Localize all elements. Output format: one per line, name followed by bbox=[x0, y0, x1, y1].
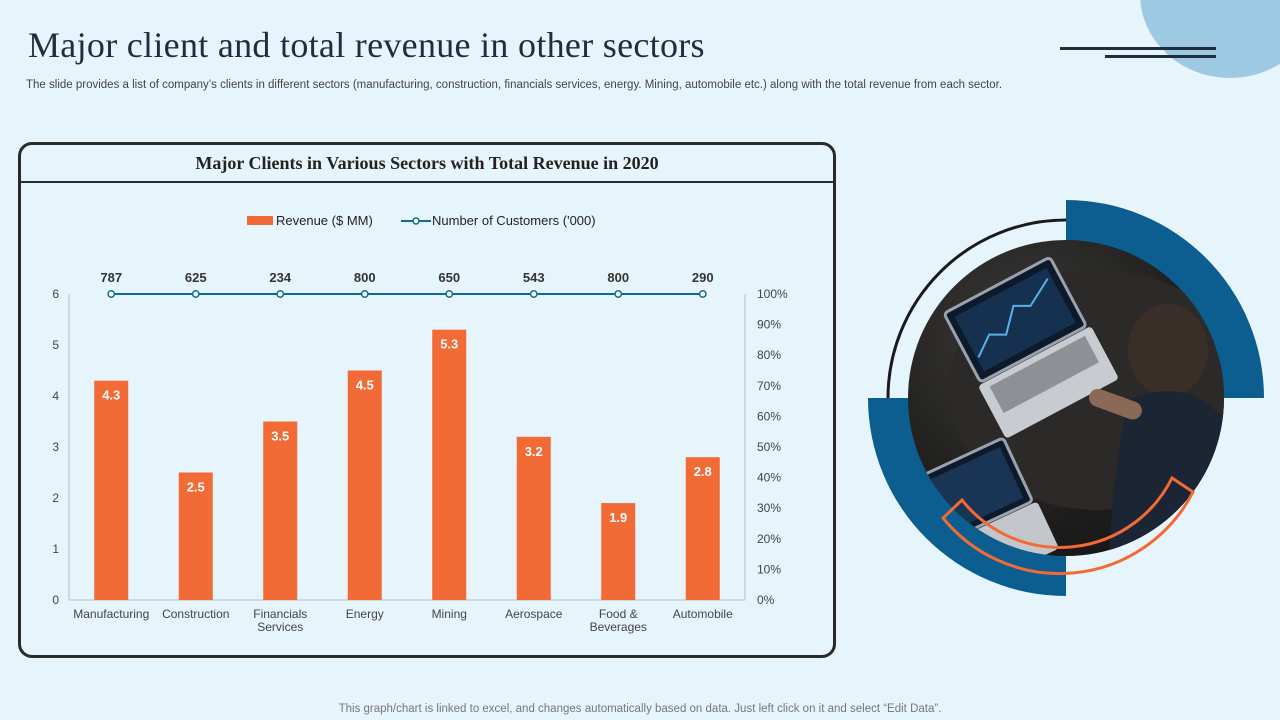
y-left-tick-label: 1 bbox=[52, 542, 59, 556]
y-left-tick-label: 6 bbox=[52, 287, 59, 301]
x-category-label: Automobile bbox=[673, 607, 733, 621]
bar-revenue bbox=[601, 503, 636, 600]
x-category-label: Manufacturing bbox=[73, 607, 149, 621]
y-right-tick-label: 60% bbox=[757, 409, 781, 423]
point-value-label: 234 bbox=[269, 270, 291, 285]
bar-value-label: 4.3 bbox=[102, 388, 120, 403]
bar-value-label: 3.5 bbox=[271, 429, 289, 444]
x-category-label: Energy bbox=[346, 607, 384, 621]
point-customers bbox=[360, 290, 369, 298]
y-right-tick-label: 0% bbox=[757, 593, 775, 607]
point-customers bbox=[445, 290, 454, 298]
chart-container[interactable]: Major Clients in Various Sectors with To… bbox=[18, 142, 836, 658]
bar-revenue bbox=[178, 472, 213, 600]
y-left-tick-label: 5 bbox=[52, 338, 59, 352]
x-category-label: Mining bbox=[432, 607, 467, 621]
x-category-label: Services bbox=[257, 620, 303, 634]
bar-value-label: 3.2 bbox=[525, 444, 543, 459]
corner-decoration-blob bbox=[1140, 0, 1280, 78]
bar-value-label: 1.9 bbox=[609, 510, 627, 525]
bar-value-label: 4.5 bbox=[356, 378, 374, 393]
x-category-label: Aerospace bbox=[505, 607, 563, 621]
point-customers bbox=[529, 290, 538, 298]
bar-value-label: 5.3 bbox=[440, 337, 458, 352]
y-left-tick-label: 4 bbox=[52, 389, 59, 403]
y-left-tick-label: 0 bbox=[52, 593, 59, 607]
y-right-tick-label: 70% bbox=[757, 379, 781, 393]
orange-arc-outline bbox=[940, 475, 1195, 575]
bar-revenue bbox=[94, 380, 129, 600]
legend-swatch-revenue bbox=[247, 216, 273, 225]
bar-revenue bbox=[685, 457, 720, 600]
page-title: Major client and total revenue in other … bbox=[28, 25, 705, 65]
point-customers bbox=[276, 290, 285, 298]
point-value-label: 625 bbox=[185, 270, 207, 285]
legend-label-customers: Number of Customers ('000) bbox=[432, 213, 596, 228]
point-value-label: 800 bbox=[607, 270, 629, 285]
point-customers bbox=[107, 290, 116, 298]
y-right-tick-label: 40% bbox=[757, 471, 781, 485]
y-left-tick-label: 3 bbox=[52, 440, 59, 454]
point-value-label: 650 bbox=[438, 270, 460, 285]
y-right-tick-label: 20% bbox=[757, 532, 781, 546]
y-right-tick-label: 10% bbox=[757, 562, 781, 576]
decorative-line-top bbox=[1060, 47, 1216, 50]
footer-note: This graph/chart is linked to excel, and… bbox=[338, 703, 942, 715]
point-customers bbox=[614, 290, 623, 298]
point-value-label: 543 bbox=[523, 270, 545, 285]
combo-chart: Revenue ($ MM) Number of Customers ('000)… bbox=[52, 213, 788, 634]
point-value-label: 800 bbox=[354, 270, 376, 285]
point-customers bbox=[698, 290, 707, 298]
y-left-tick-label: 2 bbox=[52, 491, 59, 505]
x-category-label: Construction bbox=[162, 607, 229, 621]
y-right-tick-label: 30% bbox=[757, 501, 781, 515]
decorative-line-bottom bbox=[1105, 55, 1216, 58]
y-right-tick-label: 50% bbox=[757, 440, 781, 454]
page-subtitle: The slide provides a list of company’s c… bbox=[26, 79, 1003, 91]
bar-revenue bbox=[263, 421, 298, 600]
bar-revenue bbox=[516, 436, 551, 600]
laptop-photo-graphic bbox=[868, 200, 1268, 600]
x-category-label: Financials bbox=[253, 607, 307, 621]
point-customers bbox=[191, 290, 200, 298]
x-category-label: Food & bbox=[599, 607, 638, 621]
legend-marker-customers bbox=[412, 217, 420, 225]
bar-value-label: 2.5 bbox=[187, 480, 205, 495]
bar-value-label: 2.8 bbox=[694, 464, 712, 479]
bar-revenue bbox=[347, 370, 382, 600]
bar-revenue bbox=[432, 329, 467, 600]
chart-title: Major Clients in Various Sectors with To… bbox=[21, 145, 833, 183]
x-category-label: Beverages bbox=[590, 620, 647, 634]
y-right-tick-label: 80% bbox=[757, 348, 781, 362]
y-right-tick-label: 90% bbox=[757, 318, 781, 332]
y-right-tick-label: 100% bbox=[757, 287, 788, 301]
point-value-label: 290 bbox=[692, 270, 714, 285]
point-value-label: 787 bbox=[100, 270, 122, 285]
legend-label-revenue: Revenue ($ MM) bbox=[276, 213, 373, 228]
